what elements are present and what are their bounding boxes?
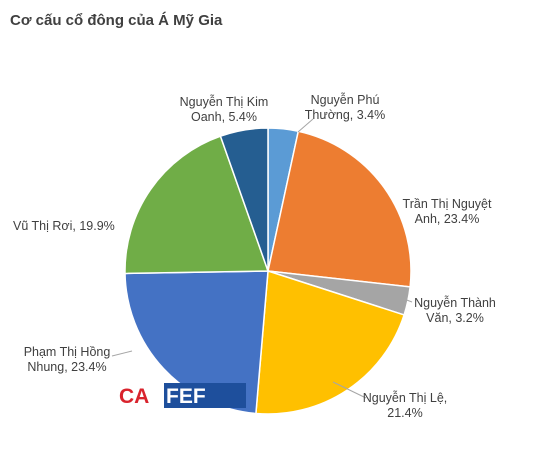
watermark-text-ca: CA bbox=[119, 385, 149, 408]
slice-label-6: Vũ Thị Rơi, 19.9% bbox=[13, 219, 115, 233]
slice-label-3: Nguyễn Thành Văn, 3.2% bbox=[414, 295, 496, 325]
slice-label-line: Nguyễn Thành bbox=[414, 295, 496, 310]
pie-slices bbox=[124, 127, 412, 415]
slice-label-line: Thường, 3.4% bbox=[305, 108, 386, 122]
slice-label-line: Nguyễn Thị Lệ, bbox=[363, 390, 448, 405]
slice-label-line: Oanh, 5.4% bbox=[191, 110, 257, 124]
watermark-text-fef: FEF bbox=[166, 385, 206, 408]
watermark-white-block bbox=[116, 383, 164, 408]
pie-slice-2 bbox=[267, 130, 412, 288]
leader-line-4 bbox=[332, 381, 367, 399]
pie-slice-7 bbox=[219, 127, 269, 272]
slice-label-line: Vũ Thị Rơi, 19.9% bbox=[13, 219, 115, 233]
leader-line-1 bbox=[297, 118, 314, 133]
slice-label-line: Trần Thị Nguyệt bbox=[403, 197, 492, 211]
slice-label-line: Nguyễn Thị Kim bbox=[180, 94, 269, 109]
slice-label-line: Phạm Thị Hồng bbox=[24, 345, 111, 359]
slice-label-line: Nhung, 23.4% bbox=[27, 360, 106, 374]
leader-line-3 bbox=[403, 298, 413, 303]
slice-label-2: Trần Thị Nguyệt Anh, 23.4% bbox=[403, 197, 492, 226]
slice-labels: Nguyễn Phú Thường, 3.4% Trần Thị Nguyệt Anh… bbox=[13, 92, 496, 420]
slice-label-line: 21.4% bbox=[387, 406, 422, 420]
leader-lines bbox=[111, 118, 413, 399]
pie-slice-5 bbox=[124, 270, 269, 415]
pie-slice-4 bbox=[255, 269, 406, 415]
chart-title: Cơ cấu cổ đông của Á Mỹ Gia bbox=[10, 12, 223, 29]
slice-label-line: Anh, 23.4% bbox=[415, 212, 480, 226]
slice-label-1: Nguyễn Phú Thường, 3.4% bbox=[305, 92, 386, 122]
cafef-watermark: CA FEF bbox=[116, 383, 246, 408]
slice-label-line: Văn, 3.2% bbox=[426, 311, 484, 325]
slice-label-7: Nguyễn Thị Kim Oanh, 5.4% bbox=[180, 94, 269, 124]
slice-label-4: Nguyễn Thị Lệ, 21.4% bbox=[363, 390, 448, 420]
leader-line-5 bbox=[111, 350, 133, 357]
slice-label-line: Nguyễn Phú bbox=[311, 92, 380, 107]
slice-label-5: Phạm Thị Hồng Nhung, 23.4% bbox=[24, 345, 111, 374]
